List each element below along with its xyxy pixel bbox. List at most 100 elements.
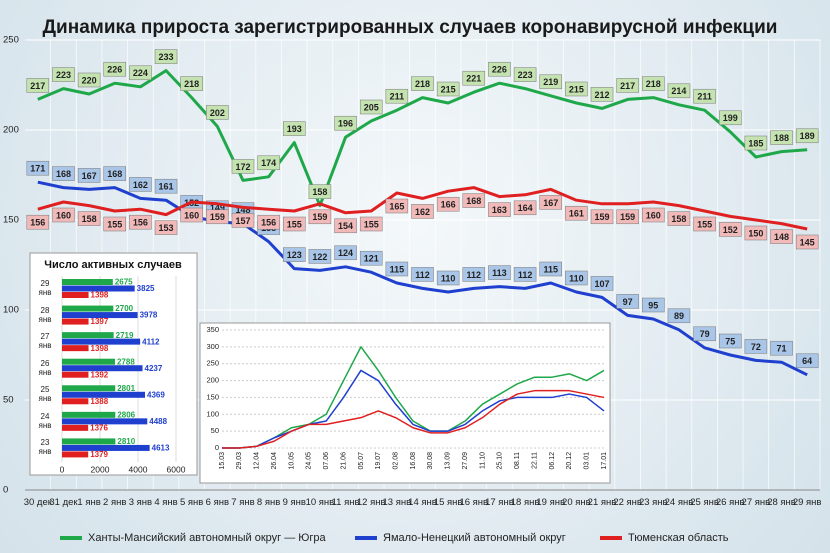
data-label-box: [283, 121, 306, 136]
data-label-box: [795, 234, 819, 250]
x-tick-label: 30.08: [427, 452, 434, 470]
data-label-box: [359, 216, 383, 232]
data-label-box: [52, 166, 75, 181]
data-label-box: [154, 178, 178, 194]
data-label: 161: [569, 209, 584, 219]
data-label-box: [334, 115, 357, 131]
x-tick-label: 16 янв: [459, 497, 489, 508]
data-label-box: [770, 229, 793, 244]
data-label: 89: [674, 311, 684, 321]
data-label: 162: [415, 207, 430, 217]
y-tick-label: 250: [206, 359, 219, 368]
x-tick-label: 24 янв: [664, 497, 694, 508]
x-tick-label: 4 янв: [154, 497, 178, 508]
data-label: 64: [802, 356, 812, 366]
bar: [62, 391, 146, 398]
data-label: 226: [107, 65, 122, 75]
y-tick-label: 300: [206, 342, 219, 351]
data-label: 158: [312, 187, 327, 197]
data-label: 223: [56, 70, 71, 80]
data-label: 122: [312, 252, 327, 262]
data-label: 218: [646, 79, 661, 89]
data-label: 223: [518, 70, 533, 80]
x-tick-label: 21.06: [340, 452, 347, 470]
bar-value-label: 1376: [90, 423, 108, 432]
data-label-box: [436, 196, 460, 212]
legend-label: Ямало-Ненецкий автономный округ: [383, 532, 566, 544]
x-tick-label: 6000: [167, 464, 186, 474]
data-label-box: [642, 76, 665, 91]
data-label-box: [539, 195, 562, 210]
x-tick-label: 21 янв: [587, 497, 617, 508]
data-label: 159: [210, 212, 225, 222]
data-label: 160: [646, 210, 661, 220]
x-tick-label: 10.05: [288, 452, 295, 470]
x-tick-label: 25.10: [497, 452, 504, 470]
bar: [62, 438, 116, 445]
x-tick-label: 27.09: [462, 452, 469, 470]
data-label: 157: [235, 216, 250, 226]
x-tick-label: 17.01: [601, 452, 608, 470]
data-label-box: [616, 294, 639, 309]
y-tick-label: 0: [3, 485, 8, 496]
x-tick-label: 2000: [91, 464, 110, 474]
x-tick-label: 03.01: [583, 452, 590, 470]
data-label-box: [795, 353, 819, 369]
data-label: 158: [82, 214, 97, 224]
data-label: 115: [390, 264, 405, 274]
data-label: 112: [467, 270, 482, 280]
data-label-box: [283, 247, 306, 262]
data-label-box: [385, 261, 409, 277]
bar: [62, 385, 116, 392]
data-label: 188: [774, 133, 789, 143]
data-label-box: [308, 184, 332, 199]
data-label: 159: [312, 212, 327, 222]
x-tick-label: 30 дек: [23, 497, 52, 508]
data-label-box: [718, 110, 742, 126]
x-tick-label: 10 янв: [305, 497, 335, 508]
bar-value-label: 2719: [116, 331, 134, 340]
bar-value-label: 1388: [90, 397, 108, 406]
data-label: 159: [595, 212, 610, 222]
bar-value-label: 3978: [140, 311, 158, 320]
data-label-box: [462, 70, 486, 86]
data-label-box: [667, 211, 691, 226]
inset-title: Число активных случаев: [44, 259, 182, 271]
y-tick-label: 23 янв: [38, 438, 52, 457]
data-label: 145: [800, 237, 815, 247]
x-tick-label: 11 янв: [331, 497, 360, 508]
data-label: 185: [748, 138, 763, 148]
bar-value-label: 4613: [152, 444, 170, 453]
x-tick-label: 2 янв: [103, 497, 127, 508]
data-label-box: [718, 333, 742, 349]
data-label-box: [283, 216, 306, 232]
data-label-box: [693, 216, 716, 232]
data-label-box: [590, 87, 614, 102]
x-tick-label: 29 янв: [792, 497, 822, 508]
data-label-box: [26, 78, 50, 93]
data-label-box: [411, 267, 434, 282]
x-tick-label: 12 янв: [356, 497, 386, 508]
bar: [62, 444, 150, 451]
bar: [62, 279, 113, 285]
data-label: 172: [235, 162, 250, 172]
data-label: 153: [159, 223, 174, 233]
data-label: 171: [30, 164, 45, 174]
data-label-box: [488, 265, 511, 280]
y-tick-label: 28 янв: [38, 305, 52, 324]
bar: [62, 312, 138, 319]
data-label: 121: [364, 254, 379, 264]
data-label-box: [718, 222, 742, 237]
data-label: 149: [210, 203, 225, 213]
data-label-box: [206, 105, 229, 120]
data-label: 159: [620, 212, 635, 222]
data-label-box: [513, 67, 537, 82]
x-tick-label: 17 янв: [485, 497, 514, 508]
data-label-box: [26, 160, 50, 176]
data-label: 226: [492, 65, 507, 75]
bar-value-label: 1398: [91, 344, 109, 353]
y-tick-label: 100: [3, 305, 19, 316]
data-label: 215: [569, 84, 584, 94]
y-tick-label: 100: [206, 409, 219, 418]
